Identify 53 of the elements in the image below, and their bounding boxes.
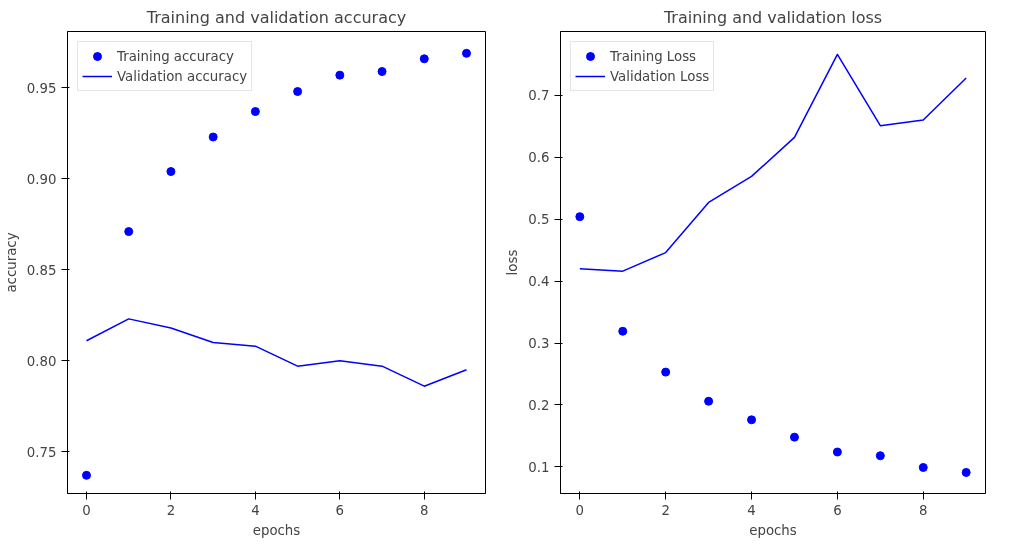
x-tick-label: 2 <box>166 502 176 518</box>
legend-label: Validation accuracy <box>117 68 248 84</box>
y-tick-label: 0.3 <box>528 336 550 352</box>
point <box>124 227 134 237</box>
point <box>166 167 176 177</box>
y-tick-label: 0.80 <box>26 353 57 369</box>
point <box>377 67 387 77</box>
y-axis-title: accuracy <box>3 232 19 293</box>
point <box>462 48 471 58</box>
point <box>419 54 429 64</box>
x-tick-label: 8 <box>420 502 429 518</box>
point <box>335 70 345 80</box>
y-tick-label: 0.4 <box>528 274 550 290</box>
chart-title: Training and validation accuracy <box>145 7 407 27</box>
point <box>575 212 585 222</box>
x-tick-label: 0 <box>82 502 91 518</box>
y-tick-label: 0.1 <box>528 459 550 475</box>
y-tick-label: 0.75 <box>26 444 57 460</box>
point <box>250 107 260 117</box>
point <box>875 451 885 461</box>
point <box>832 447 842 457</box>
y-tick-label: 0.5 <box>528 212 550 228</box>
point <box>704 396 714 406</box>
line-series <box>85 318 468 387</box>
legend-label: Training Loss <box>610 48 697 64</box>
point <box>747 415 757 425</box>
point <box>208 132 218 142</box>
x-tick-label: 4 <box>747 502 756 518</box>
x-tick-label: 8 <box>919 502 928 518</box>
x-tick-label: 6 <box>335 502 345 518</box>
x-axis-title: epochs <box>749 522 797 538</box>
y-tick-label: 0.6 <box>528 150 550 166</box>
x-axis-title: epochs <box>252 522 301 538</box>
point <box>661 367 671 377</box>
x-tick-label: 6 <box>833 502 842 518</box>
y-tick-label: 0.85 <box>26 262 57 278</box>
x-tick-label: 2 <box>661 502 670 518</box>
point <box>293 87 303 97</box>
point <box>789 432 799 442</box>
point <box>82 470 91 480</box>
point <box>618 326 628 336</box>
y-tick-label: 0.7 <box>528 88 550 104</box>
y-tick-label: 0.95 <box>26 80 57 96</box>
point <box>961 467 971 477</box>
y-axis-title: loss <box>505 249 521 276</box>
y-tick-label: 0.90 <box>26 171 57 187</box>
legend-label: Validation Loss <box>610 68 710 84</box>
point <box>918 463 928 472</box>
x-tick-label: 4 <box>251 502 260 518</box>
legend-label: Training accuracy <box>117 48 234 64</box>
y-tick-label: 0.2 <box>528 397 550 413</box>
chart-title: Training and validation loss <box>662 7 883 27</box>
x-tick-label: 0 <box>575 502 585 518</box>
